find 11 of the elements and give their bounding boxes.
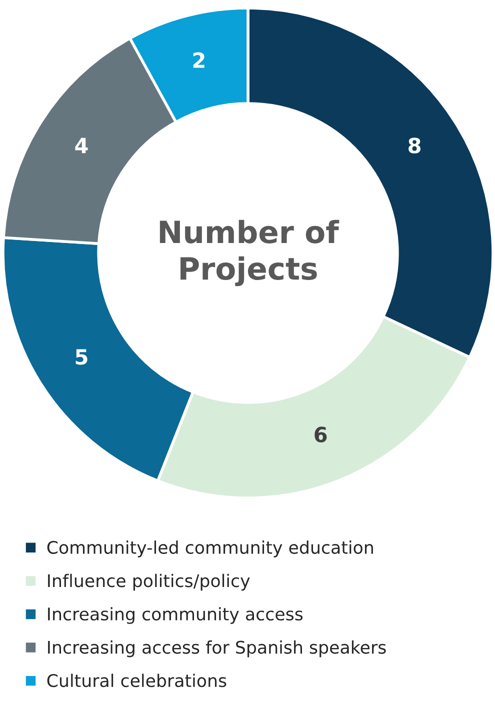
text: Number of Projects <box>160 220 340 286</box>
legend-label: Cultural celebrations <box>47 674 226 688</box>
legend-label: Influence politics/policy <box>48 574 250 591</box>
legend-label: Community-led community education <box>47 540 373 558</box>
data-label: 6 <box>314 426 327 442</box>
data-label: 5 <box>76 349 88 365</box>
data-label: 4 <box>75 138 88 154</box>
data-label: 8 <box>408 138 420 154</box>
legend-label: Increasing access for Spanish speakers <box>48 640 386 658</box>
data-label: 2 <box>193 52 204 68</box>
legend-label: Increasing community access <box>48 607 303 624</box>
